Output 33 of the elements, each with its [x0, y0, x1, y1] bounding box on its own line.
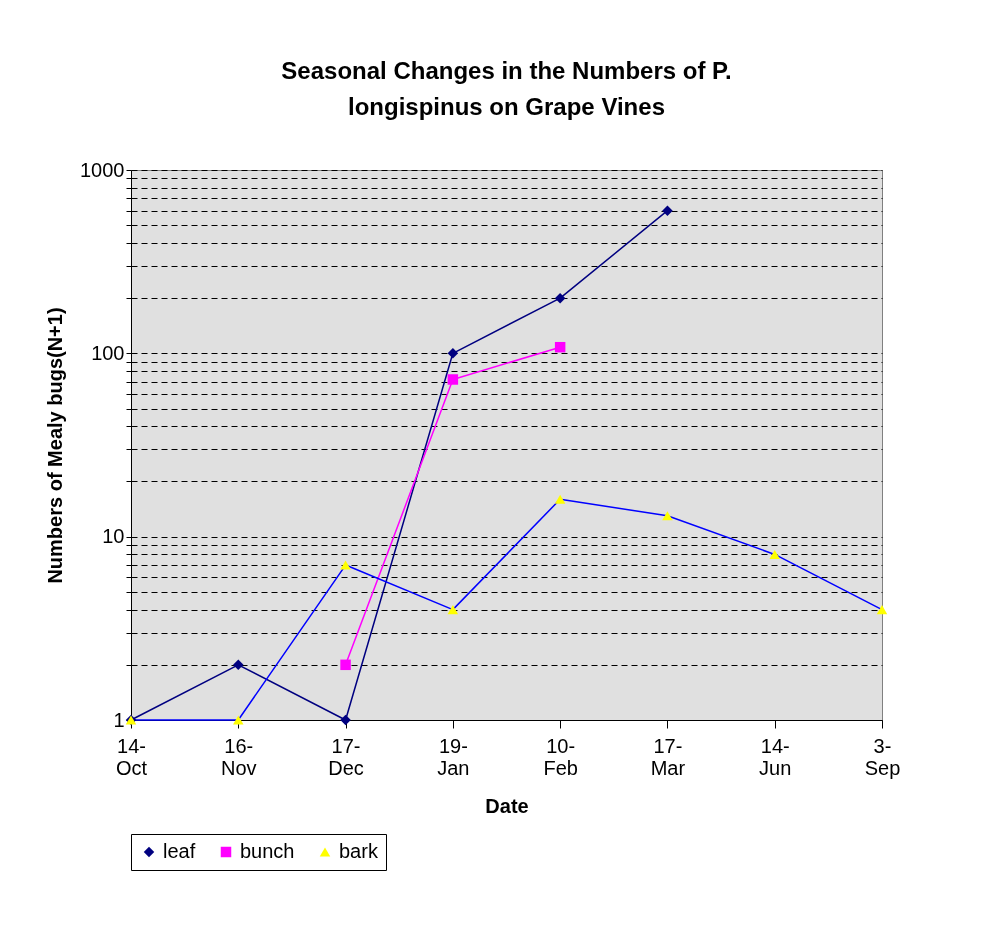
y-tick-label: 100 — [91, 341, 125, 364]
y-tick-label: 1 — [113, 708, 125, 731]
x-tick-label: 19- Jan — [437, 734, 470, 779]
x-tick-label: 14- Jun — [759, 734, 792, 779]
point — [340, 714, 351, 726]
x-tick-label: 14- Oct — [115, 734, 148, 779]
point — [233, 715, 244, 725]
point — [876, 605, 888, 615]
point — [340, 659, 351, 671]
point — [447, 374, 459, 385]
point — [233, 659, 244, 671]
chart-title: Seasonal Changes in the Numbers of P. longispinus on Grape Vines — [281, 57, 732, 120]
y-axis-title: Numbers of Mealy bugs(N+1) — [44, 307, 67, 584]
point — [447, 348, 459, 359]
point — [340, 560, 351, 570]
point — [554, 494, 566, 504]
x-tick-label: 3- Sep — [864, 734, 901, 779]
x-tick-label: 16- Nov — [221, 734, 257, 779]
y-tick-label: 1000 — [80, 158, 125, 181]
point — [662, 205, 673, 216]
y-tick-label: 10 — [102, 525, 125, 548]
legend-label: bunch — [240, 840, 295, 862]
point — [447, 605, 459, 615]
x-axis-title: Date — [485, 794, 529, 817]
x-tick-label: 17- Dec — [328, 734, 364, 779]
point — [769, 549, 780, 559]
legend-label: leaf — [163, 840, 196, 862]
legend-label: bark — [339, 840, 379, 862]
x-tick-label: 10- Feb — [543, 734, 578, 779]
x-tick-label: 17- Mar — [650, 734, 686, 779]
point — [554, 292, 566, 304]
point — [662, 511, 673, 521]
point — [554, 341, 566, 353]
